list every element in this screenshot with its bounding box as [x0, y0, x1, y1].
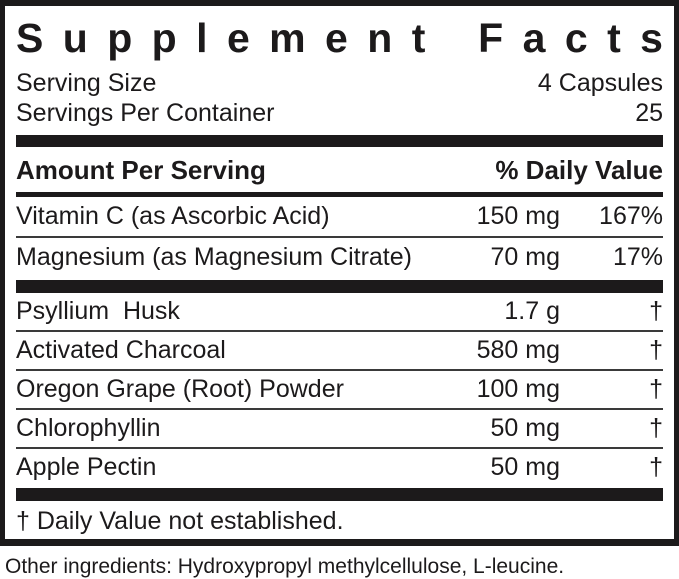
amount-per-serving-header: Amount Per Serving [16, 155, 266, 185]
ingredient-amount: 50 mg [490, 453, 560, 481]
serving-info: Serving Size 4 Capsules Servings Per Con… [16, 68, 663, 128]
ingredient-name: Oregon Grape (Root) Powder [16, 375, 344, 403]
servings-per-container-row: Servings Per Container 25 [16, 98, 663, 128]
table-row: Activated Charcoal 580 mg † [16, 330, 663, 369]
thick-divider-bar-bottom [16, 488, 663, 501]
ingredient-daily-value: † [649, 336, 663, 364]
daily-value-header: % Daily Value [495, 155, 663, 185]
ingredient-daily-value: † [649, 414, 663, 442]
ingredient-name: Vitamin C (as Ascorbic Acid) [16, 202, 330, 230]
servings-per-container-value: 25 [635, 99, 663, 127]
serving-size-row: Serving Size 4 Capsules [16, 68, 663, 98]
servings-per-container-label: Servings Per Container [16, 99, 275, 127]
table-row: Psyllium Husk 1.7 g † [16, 293, 663, 330]
thick-divider-bar-middle [16, 280, 663, 293]
table-row: Oregon Grape (Root) Powder 100 mg † [16, 369, 663, 408]
ingredient-daily-value: † [649, 375, 663, 403]
ingredient-name: Activated Charcoal [16, 336, 226, 364]
serving-size-value: 4 Capsules [537, 69, 663, 97]
ingredient-amount: 580 mg [476, 336, 560, 364]
ingredient-daily-value: 17% [612, 243, 663, 271]
table-row: Magnesium (as Magnesium Citrate) 70 mg 1… [16, 236, 663, 277]
table-row: Vitamin C (as Ascorbic Acid) 150 mg 167% [16, 197, 663, 236]
table-row: Chlorophyllin 50 mg † [16, 408, 663, 447]
ingredient-daily-value: † [649, 297, 663, 325]
serving-size-label: Serving Size [16, 69, 157, 97]
nutrient-rows-group: Vitamin C (as Ascorbic Acid) 150 mg 167%… [16, 197, 663, 277]
thick-divider-bar-top [16, 135, 663, 147]
table-header-row: Amount Per Serving % Daily Value [16, 147, 663, 192]
ingredient-amount: 150 mg [476, 202, 560, 230]
ingredient-amount: 50 mg [490, 414, 560, 442]
daily-value-footnote: † Daily Value not established. [16, 507, 344, 535]
ingredient-name: Psyllium Husk [16, 297, 180, 325]
header-rule [16, 192, 663, 197]
ingredient-amount: 100 mg [476, 375, 560, 403]
other-ingredients-text: Other ingredients: Hydroxypropyl methylc… [5, 555, 565, 578]
ingredient-amount: 1.7 g [504, 297, 560, 325]
ingredient-amount: 70 mg [490, 243, 560, 271]
ingredient-name: Chlorophyllin [16, 414, 161, 442]
ingredient-daily-value: † [649, 453, 663, 481]
ingredient-name: Apple Pectin [16, 453, 157, 481]
ingredient-daily-value: 167% [599, 202, 663, 230]
ingredient-name: Magnesium (as Magnesium Citrate) [16, 243, 412, 271]
blend-rows-group: Psyllium Husk 1.7 g † Activated Charcoal… [16, 293, 663, 486]
table-row: Apple Pectin 50 mg † [16, 447, 663, 486]
